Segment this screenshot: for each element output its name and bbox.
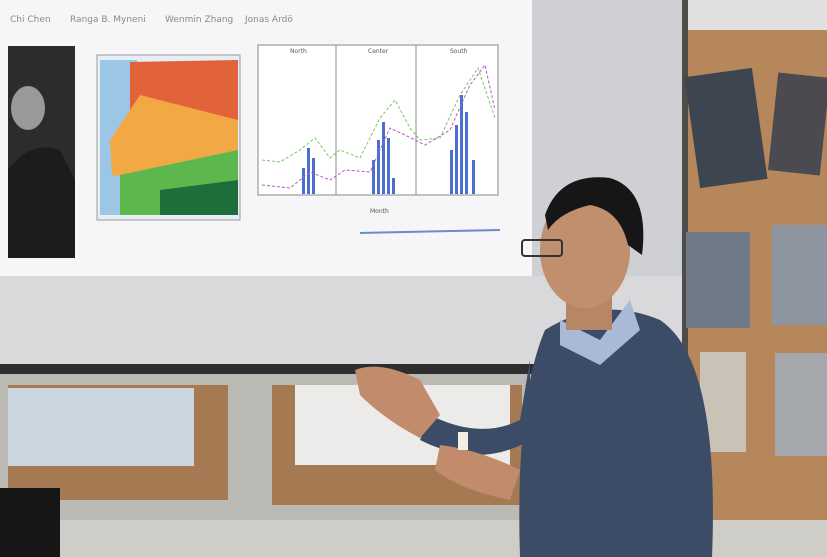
rain-bars: [302, 95, 475, 194]
ndvi-line: [261, 66, 496, 163]
wall-top: [688, 0, 827, 30]
author: Wenmin Zhang: [165, 15, 233, 25]
poster: [8, 388, 194, 466]
author-line: Chi Chen Ranga B. Myneni Wenmin Zhang Jo…: [10, 15, 293, 25]
vod-line: [261, 63, 496, 189]
panel-title: South: [450, 48, 468, 55]
monitor: [0, 488, 60, 557]
slide-charts: North Center South Month: [257, 44, 499, 215]
map-forest: [160, 180, 238, 215]
author: Jonas Ardö: [244, 15, 293, 25]
panel-title: North: [290, 48, 307, 55]
panel-title: Center: [368, 48, 389, 55]
portrait-face: [11, 86, 45, 130]
presenter: [355, 177, 713, 557]
author: Chi Chen: [10, 15, 51, 25]
screen-bar: [0, 364, 690, 374]
portrait-body: [8, 147, 75, 258]
axis-label: Month: [370, 208, 389, 215]
author: Ranga B. Myneni: [70, 15, 146, 25]
slide-underline: [359, 229, 501, 234]
